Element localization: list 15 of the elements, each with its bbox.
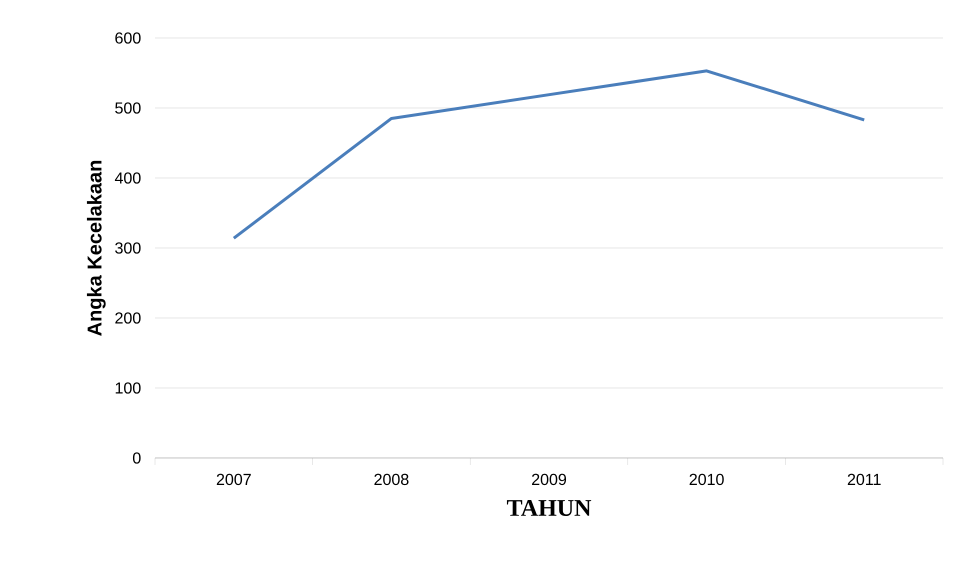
- x-tick-label: 2009: [532, 474, 566, 486]
- y-tick-label: 300: [115, 242, 141, 254]
- x-tick-label: 2008: [374, 474, 409, 486]
- y-tick-label: 600: [115, 32, 141, 44]
- y-tick-label: 100: [116, 382, 141, 394]
- y-axis-title: Angka Kecelakaan: [86, 160, 106, 336]
- y-tick-label: 400: [114, 172, 141, 184]
- y-tick-label: 0: [132, 452, 141, 464]
- y-tick-label: 200: [115, 312, 141, 324]
- line-series: [232, 69, 866, 240]
- x-tick-label: 2007: [216, 474, 251, 486]
- x-tick-label: 2010: [690, 474, 724, 486]
- y-tick-label: 500: [115, 102, 141, 114]
- x-tick-label: 2011: [848, 474, 881, 486]
- x-axis-title: TAHUN: [506, 500, 592, 516]
